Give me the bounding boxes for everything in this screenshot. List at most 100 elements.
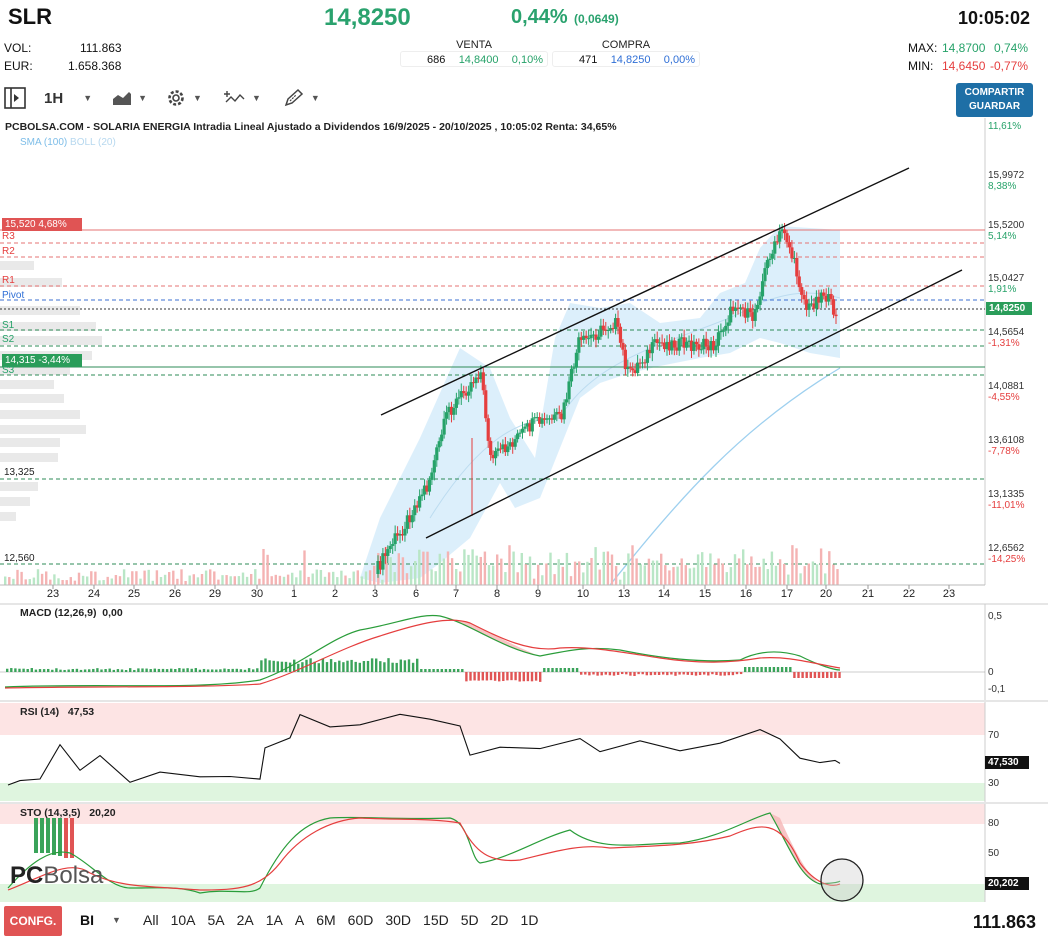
candle-body [756,304,760,310]
chevron-down-icon: ▼ [112,915,121,925]
candle-body [403,528,407,536]
volume-bar [832,564,835,585]
volume-bar [598,569,601,585]
candle-body [645,349,650,363]
macd-hist-bar [96,668,99,672]
macd-hist-bar [514,672,517,681]
x-tick-label: 8 [494,588,500,600]
macd-hist-bar [838,672,841,678]
candle-body [785,233,789,243]
range-2d[interactable]: 2D [490,912,509,928]
trend-channel-upper[interactable] [380,167,910,416]
volume-bar [311,573,314,585]
range-30d[interactable]: 30D [385,912,412,928]
range-15d[interactable]: 15D [423,912,449,928]
chevron-down-icon: ▼ [83,93,93,103]
chart-type-select[interactable]: ▼ [112,90,147,106]
legend-sma[interactable]: SMA (100) [20,137,68,148]
range-all[interactable]: All [143,912,159,928]
x-tick-label: 20 [820,588,832,600]
candle-body [577,337,581,353]
range-10a[interactable]: 10A [170,912,196,928]
volume-bar [459,571,462,585]
range-2a[interactable]: 2A [236,912,254,928]
macd-hist-bar [10,668,13,672]
macd-hist-bar [124,669,128,672]
volume-bars [4,545,839,585]
x-axis: 23 24 25 26 29 30 1 2 3 6 7 8 9 10 13 14 15 16 17 20 21 22 23 [47,585,955,600]
volume-bar [491,565,495,585]
chevron-down-icon: ▼ [251,93,261,103]
macd-hist-bar [108,668,111,672]
range-1a[interactable]: 1A [265,912,283,928]
logo-pc: PC [10,862,44,889]
candle-body [765,259,770,269]
volume-profile-bar [0,438,60,447]
config-button[interactable]: CONFG. [4,906,62,936]
volume-bar [262,548,265,585]
volume-bar [323,576,327,585]
trend-channel-lower[interactable] [425,269,963,539]
volume-bar [586,561,589,585]
range-6m[interactable]: 6M [316,912,336,928]
volume-bar [332,571,335,585]
macd-hist-bar [133,669,136,672]
macd-hist-bar [682,672,685,675]
settings-select[interactable]: ▼ [165,87,202,109]
candle-body [420,494,424,497]
macd-hist-bar [522,672,525,682]
range-5a[interactable]: 5A [207,912,225,928]
macd-hist-bar [30,668,33,672]
candle-body [660,342,664,344]
volume-bar [270,576,273,585]
volume-bar [53,574,56,585]
last-update-time: 10:05:02 [957,8,1030,28]
volume-bar [237,576,241,585]
range-60d[interactable]: 60D [347,912,374,928]
candle-body [579,337,583,340]
macd-hist-bar [350,659,353,672]
volume-bar [733,554,737,585]
volume-profile-bar [0,394,64,403]
volume-bar [20,571,23,585]
range-a[interactable]: A [294,912,305,928]
legend-boll[interactable]: BOLL (20) [70,137,116,148]
volume-profile-bar [0,380,54,389]
bollinger-band [360,226,840,583]
drawing-tools-select[interactable]: ▼ [283,88,320,108]
macd-hist-bar [186,668,189,672]
candle-body [513,439,517,447]
macd-hist-bar [416,658,419,672]
volume-bar [475,555,478,585]
macd-hist-bar [239,669,243,672]
chart-canvas[interactable]: 23 24 25 26 29 30 1 2 3 6 7 8 9 10 13 14 15 16 17 20 21 22 23 [0,118,1048,904]
bi-select[interactable]: BI ▼ [80,912,121,928]
macd-hist-bar [547,668,550,672]
candle-body [724,325,728,331]
candle-body [621,342,625,350]
candle-body [542,418,547,420]
candle-body [516,433,520,440]
min-label: MIN: [908,59,934,73]
panel-toggle-button[interactable] [4,87,26,109]
range-1d[interactable]: 1D [520,912,539,928]
share-save-button[interactable]: COMPARTIR GUARDAR [956,83,1033,117]
macd-hist-bar [92,668,95,672]
volume-bar [4,576,7,585]
volume-bar [229,576,232,585]
candle-body [398,534,402,536]
macd-hist-bar [534,672,538,681]
volume-profile-bar [0,425,86,434]
range-5d[interactable]: 5D [460,912,479,928]
macd-hist-bar [26,669,29,672]
volume-bar [49,579,52,585]
candle-body [702,338,706,350]
macd-hist-bar [55,668,58,672]
indicators-select[interactable]: ▼ [223,88,261,108]
volume-value: 111.863 [80,41,122,55]
volume-bar [102,580,105,585]
timeframe-select[interactable]: 1H ▼ [44,90,92,107]
macd-hist-bar [252,669,255,672]
candle-body [376,561,380,574]
candle-body [795,257,799,277]
